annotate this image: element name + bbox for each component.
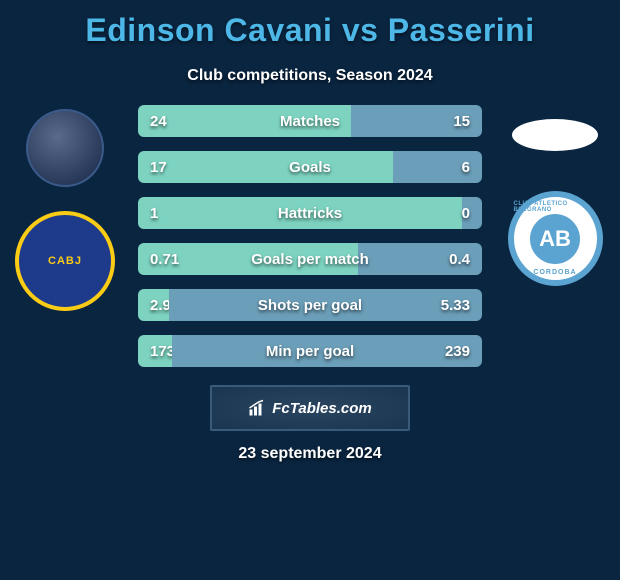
stat-value-left: 173	[150, 343, 175, 360]
stat-value-left: 1	[150, 205, 158, 222]
chart-icon	[248, 399, 266, 417]
stat-value-right: 0.4	[449, 251, 470, 268]
stat-label: Hattricks	[278, 205, 342, 222]
stat-label: Shots per goal	[258, 297, 362, 314]
stat-row: 17 6 Goals	[138, 151, 482, 183]
comparison-subtitle: Club competitions, Season 2024	[0, 67, 620, 85]
stat-label: Matches	[280, 113, 340, 130]
belgrano-text-bottom: CORDOBA	[533, 269, 576, 276]
stat-row: 173 239 Min per goal	[138, 335, 482, 367]
stat-value-left: 17	[150, 159, 167, 176]
comparison-date: 23 september 2024	[0, 445, 620, 463]
stat-value-right: 5.33	[441, 297, 470, 314]
stat-label: Goals per match	[251, 251, 369, 268]
stat-bar-right: 0	[462, 197, 482, 229]
stat-row: 24 15 Matches	[138, 105, 482, 137]
left-side	[10, 105, 120, 311]
belgrano-initials: AB	[530, 214, 580, 264]
stat-label: Min per goal	[266, 343, 354, 360]
player2-avatar	[512, 119, 598, 151]
stat-row: 2.94 5.33 Shots per goal	[138, 289, 482, 321]
stat-bar-right: 0.4	[358, 243, 482, 275]
stats-bars: 24 15 Matches 17 6 Goals 1 0 Hattricks 0.71 0.4 Goa…	[138, 105, 482, 367]
stat-bar-right: 6	[393, 151, 482, 183]
stat-bar-left: 173	[138, 335, 172, 367]
comparison-content: 24 15 Matches 17 6 Goals 1 0 Hattricks 0.71 0.4 Goa…	[0, 105, 620, 367]
stat-value-right: 0	[462, 205, 470, 222]
stat-bar-left: 2.94	[138, 289, 169, 321]
stat-label: Goals	[289, 159, 331, 176]
stat-value-right: 15	[453, 113, 470, 130]
stat-value-left: 0.71	[150, 251, 179, 268]
stat-bar-left: 17	[138, 151, 393, 183]
stat-row: 0.71 0.4 Goals per match	[138, 243, 482, 275]
right-side: CLUB ATLETICO BELGRANO AB CORDOBA	[500, 105, 610, 286]
stat-bar-right: 15	[351, 105, 482, 137]
player1-club-badge	[15, 211, 115, 311]
belgrano-text-top: CLUB ATLETICO BELGRANO	[514, 201, 597, 213]
stat-value-left: 24	[150, 113, 167, 130]
stat-value-right: 6	[462, 159, 470, 176]
stat-value-right: 239	[445, 343, 470, 360]
stat-row: 1 0 Hattricks	[138, 197, 482, 229]
branding-text: FcTables.com	[272, 400, 371, 417]
player2-club-badge: CLUB ATLETICO BELGRANO AB CORDOBA	[508, 191, 603, 286]
player1-avatar	[26, 109, 104, 187]
branding-box[interactable]: FcTables.com	[210, 385, 410, 431]
comparison-title: Edinson Cavani vs Passerini	[0, 0, 620, 49]
